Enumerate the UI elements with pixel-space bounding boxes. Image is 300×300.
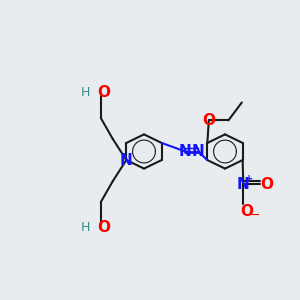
Text: N: N <box>120 152 133 167</box>
Text: H: H <box>81 86 91 99</box>
Text: O: O <box>97 220 110 235</box>
Text: H: H <box>81 221 91 234</box>
Text: N: N <box>192 144 204 159</box>
Text: N: N <box>237 176 250 191</box>
Text: O: O <box>240 203 253 218</box>
Text: −: − <box>249 209 260 222</box>
Text: O: O <box>97 85 110 100</box>
Text: O: O <box>260 176 273 191</box>
Text: +: + <box>244 174 253 184</box>
Text: O: O <box>202 113 215 128</box>
Text: N: N <box>179 144 192 159</box>
